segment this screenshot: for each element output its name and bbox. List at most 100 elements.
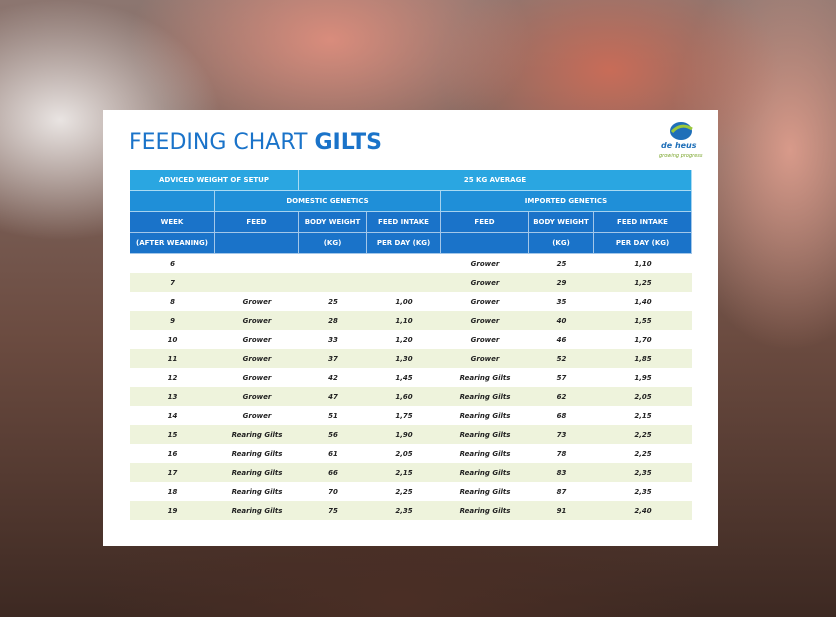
column-header: BODY WEIGHT <box>299 212 367 233</box>
tagline: growing progress <box>659 153 703 159</box>
table-cell: 83 <box>529 463 594 482</box>
table-cell: 1,70 <box>594 330 692 349</box>
table-cell: 52 <box>529 349 594 368</box>
table-cell <box>367 273 441 292</box>
unit-header: PER DAY (KG) <box>594 233 692 254</box>
table-cell: 2,25 <box>594 444 692 463</box>
table-cell: 29 <box>529 273 594 292</box>
title-light: FEEDING CHART <box>129 130 308 155</box>
table-cell: 1,85 <box>594 349 692 368</box>
unit-header: (KG) <box>529 233 594 254</box>
table-cell: 68 <box>529 406 594 425</box>
table-cell: Grower <box>215 406 299 425</box>
table-cell: Rearing Gilts <box>441 387 529 406</box>
table-cell: 70 <box>299 482 367 501</box>
table-cell: 40 <box>529 311 594 330</box>
top-header: 25 KG AVERAGE <box>299 170 692 191</box>
table-cell: Grower <box>441 292 529 311</box>
table-cell: 8 <box>130 292 215 311</box>
table-cell: Grower <box>215 292 299 311</box>
table-cell: 16 <box>130 444 215 463</box>
table-cell: 91 <box>529 501 594 520</box>
table-cell <box>299 254 367 273</box>
title: FEEDING CHART GILTS <box>129 130 382 155</box>
table-cell: Grower <box>215 368 299 387</box>
table-cell: 18 <box>130 482 215 501</box>
table-cell: 2,35 <box>594 463 692 482</box>
table-cell <box>299 273 367 292</box>
table-cell: Rearing Gilts <box>441 463 529 482</box>
table-cell: 1,45 <box>367 368 441 387</box>
table-cell: 87 <box>529 482 594 501</box>
table-cell: 61 <box>299 444 367 463</box>
table-cell: Grower <box>215 387 299 406</box>
column-header: WEEK <box>130 212 215 233</box>
table-cell <box>215 254 299 273</box>
unit-header: PER DAY (KG) <box>367 233 441 254</box>
table-cell: Grower <box>441 349 529 368</box>
logo: de heus <box>661 141 697 150</box>
table-cell: Grower <box>441 330 529 349</box>
table-cell: 19 <box>130 501 215 520</box>
table-cell: 11 <box>130 349 215 368</box>
column-header: FEED <box>215 212 299 233</box>
unit-header: (KG) <box>299 233 367 254</box>
table-cell: Rearing Gilts <box>215 425 299 444</box>
table-cell: 2,05 <box>367 444 441 463</box>
card: FEEDING CHART GILTS de heus growing prog… <box>103 110 718 546</box>
table-cell: 28 <box>299 311 367 330</box>
table-cell: Grower <box>215 330 299 349</box>
group-header: IMPORTED GENETICS <box>441 191 692 212</box>
group-header: DOMESTIC GENETICS <box>215 191 441 212</box>
table-cell: 1,10 <box>594 254 692 273</box>
table-cell: 13 <box>130 387 215 406</box>
table-cell: 37 <box>299 349 367 368</box>
table-cell: 2,25 <box>367 482 441 501</box>
table-cell: 1,55 <box>594 311 692 330</box>
column-header: FEED INTAKE <box>594 212 692 233</box>
table-cell: 25 <box>529 254 594 273</box>
table-cell: 51 <box>299 406 367 425</box>
table-cell: 2,15 <box>367 463 441 482</box>
table-cell <box>367 254 441 273</box>
table-cell: 1,25 <box>594 273 692 292</box>
table-cell: Grower <box>441 254 529 273</box>
unit-header <box>441 233 529 254</box>
table-cell: Grower <box>215 349 299 368</box>
table-cell: 25 <box>299 292 367 311</box>
table-cell: 2,25 <box>594 425 692 444</box>
table-cell: 1,20 <box>367 330 441 349</box>
table-cell: 62 <box>529 387 594 406</box>
unit-header <box>215 233 299 254</box>
table-cell: 6 <box>130 254 215 273</box>
table-cell: Grower <box>215 311 299 330</box>
top-header: ADVICED WEIGHT OF SETUP <box>130 170 299 191</box>
table-cell: Rearing Gilts <box>215 444 299 463</box>
table-cell: 56 <box>299 425 367 444</box>
table-cell: Rearing Gilts <box>215 482 299 501</box>
logo-icon <box>670 122 693 140</box>
table-cell: Rearing Gilts <box>441 482 529 501</box>
table-cell: 75 <box>299 501 367 520</box>
table-cell: 2,15 <box>594 406 692 425</box>
table-cell: 47 <box>299 387 367 406</box>
table-cell: 33 <box>299 330 367 349</box>
table-cell: Rearing Gilts <box>441 425 529 444</box>
table-cell: 1,90 <box>367 425 441 444</box>
table-cell: Rearing Gilts <box>215 501 299 520</box>
table-cell <box>215 273 299 292</box>
table-cell: 1,75 <box>367 406 441 425</box>
table-cell: 1,30 <box>367 349 441 368</box>
table-cell: Grower <box>441 273 529 292</box>
column-header: BODY WEIGHT <box>529 212 594 233</box>
table-cell: 78 <box>529 444 594 463</box>
table-cell: 17 <box>130 463 215 482</box>
column-header: FEED <box>441 212 529 233</box>
table-cell: Rearing Gilts <box>215 463 299 482</box>
column-header: FEED INTAKE <box>367 212 441 233</box>
title-bold: GILTS <box>314 130 382 155</box>
table-cell: 2,05 <box>594 387 692 406</box>
unit-header: (AFTER WEANING) <box>130 233 215 254</box>
table-cell: 35 <box>529 292 594 311</box>
